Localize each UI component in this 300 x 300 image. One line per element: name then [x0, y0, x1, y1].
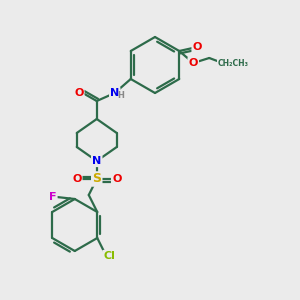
Text: O: O: [72, 174, 81, 184]
Text: N: N: [92, 156, 101, 166]
Text: F: F: [49, 192, 56, 202]
Text: N: N: [110, 88, 119, 98]
Text: CH₂CH₃: CH₂CH₃: [218, 59, 249, 68]
Text: O: O: [193, 42, 202, 52]
Text: S: S: [92, 172, 101, 185]
Text: O: O: [112, 174, 122, 184]
Text: O: O: [189, 58, 198, 68]
Text: Cl: Cl: [103, 251, 115, 261]
Text: O: O: [74, 88, 83, 98]
Text: H: H: [117, 92, 124, 100]
